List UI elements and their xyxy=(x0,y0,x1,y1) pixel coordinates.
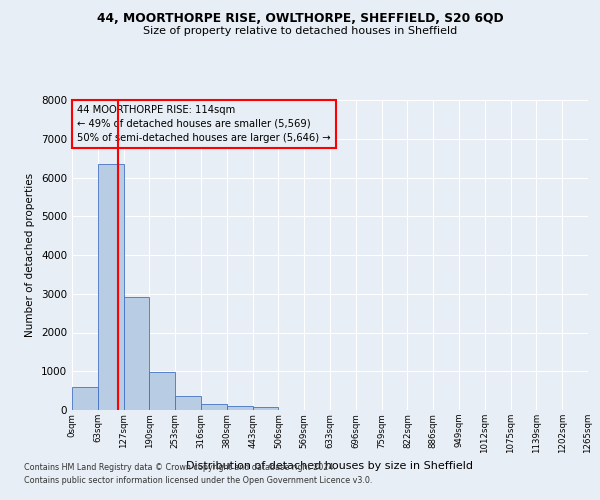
Bar xyxy=(175,396,201,410)
Bar xyxy=(253,408,278,410)
Bar xyxy=(149,372,175,410)
Text: 44, MOORTHORPE RISE, OWLTHORPE, SHEFFIELD, S20 6QD: 44, MOORTHORPE RISE, OWLTHORPE, SHEFFIEL… xyxy=(97,12,503,26)
Y-axis label: Number of detached properties: Number of detached properties xyxy=(25,173,35,337)
Text: Contains HM Land Registry data © Crown copyright and database right 2024.: Contains HM Land Registry data © Crown c… xyxy=(24,464,336,472)
Bar xyxy=(227,406,253,410)
Text: 44 MOORTHORPE RISE: 114sqm
← 49% of detached houses are smaller (5,569)
50% of s: 44 MOORTHORPE RISE: 114sqm ← 49% of deta… xyxy=(77,104,331,142)
Text: Contains public sector information licensed under the Open Government Licence v3: Contains public sector information licen… xyxy=(24,476,373,485)
X-axis label: Distribution of detached houses by size in Sheffield: Distribution of detached houses by size … xyxy=(187,462,473,471)
Bar xyxy=(124,297,149,410)
Bar xyxy=(201,404,227,410)
Bar xyxy=(72,387,98,410)
Text: Size of property relative to detached houses in Sheffield: Size of property relative to detached ho… xyxy=(143,26,457,36)
Bar xyxy=(98,164,124,410)
